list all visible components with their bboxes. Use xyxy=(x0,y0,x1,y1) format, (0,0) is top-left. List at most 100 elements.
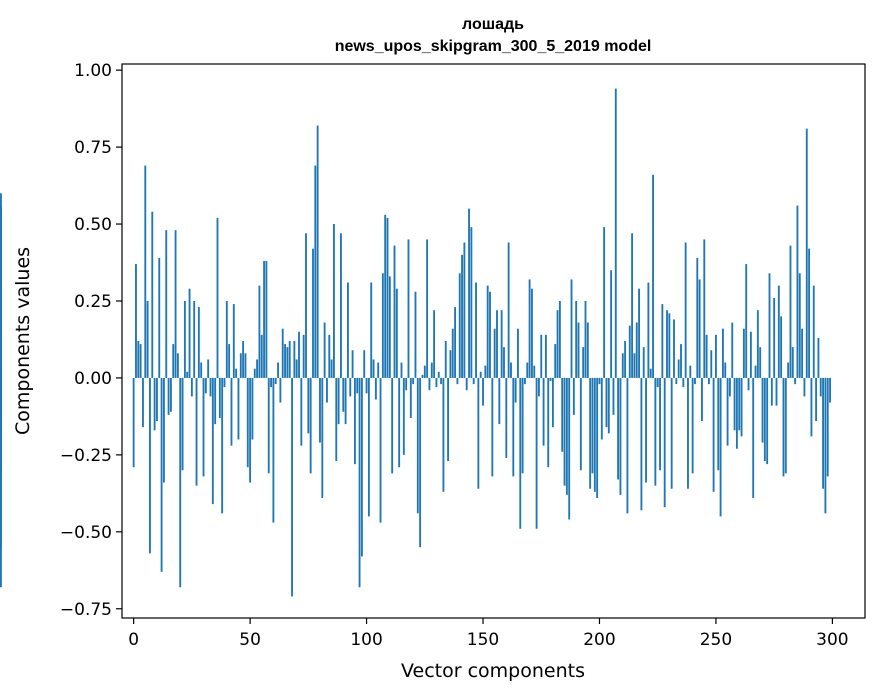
bar-110 xyxy=(388,276,391,378)
bar-136 xyxy=(449,350,452,378)
bar-7 xyxy=(149,377,151,554)
bar-158 xyxy=(500,310,503,378)
bar-119 xyxy=(409,377,412,418)
bar-163 xyxy=(512,377,515,477)
bar-45 xyxy=(237,377,240,440)
bar-127 xyxy=(428,377,431,391)
bar-46 xyxy=(239,353,242,378)
bar-176 xyxy=(542,377,545,446)
bar-86 xyxy=(333,224,335,378)
bar-1 xyxy=(135,264,137,378)
bar-0 xyxy=(132,377,135,468)
bar-undefined xyxy=(0,205,2,378)
bar-137 xyxy=(451,328,454,378)
bar-274 xyxy=(770,377,773,406)
bar-102 xyxy=(370,282,373,378)
bar-94 xyxy=(351,350,354,378)
bar-125 xyxy=(423,365,426,378)
bar-273 xyxy=(768,273,771,378)
bar-249 xyxy=(712,377,715,492)
bar-36 xyxy=(216,217,219,378)
bar-260 xyxy=(738,377,741,431)
bar-30 xyxy=(202,377,205,477)
y-tick-label: −0.75 xyxy=(60,600,112,620)
bar-72 xyxy=(300,377,303,446)
bar-44 xyxy=(235,368,238,378)
bar-259 xyxy=(735,377,738,449)
bar-20 xyxy=(179,377,182,588)
bar-84 xyxy=(328,334,331,378)
bar-53 xyxy=(256,359,259,378)
bar-26 xyxy=(193,300,196,378)
bar-27 xyxy=(195,377,198,486)
bar-257 xyxy=(731,322,734,378)
bar-80 xyxy=(319,377,321,443)
bar-66 xyxy=(286,347,289,378)
bar-219 xyxy=(642,347,645,378)
bar-268 xyxy=(756,310,759,378)
bar-233 xyxy=(675,377,678,385)
bar-216 xyxy=(635,322,638,378)
bar-21 xyxy=(181,377,184,471)
bar-133 xyxy=(442,377,445,492)
bar-4 xyxy=(142,377,144,428)
bar-293 xyxy=(815,377,818,422)
bar-266 xyxy=(752,377,755,498)
chart-subtitle: news_upos_skipgram_300_5_2019 model xyxy=(335,38,652,55)
chart-title: лошадь xyxy=(462,16,524,33)
bar-82 xyxy=(323,322,326,378)
bar-202 xyxy=(603,227,606,378)
bar-122 xyxy=(416,377,419,514)
bar-262 xyxy=(742,328,745,378)
bar-215 xyxy=(633,353,636,378)
bar-208 xyxy=(617,377,620,480)
bar-230 xyxy=(668,313,671,378)
bar-169 xyxy=(526,362,529,378)
y-tick-label: 0.25 xyxy=(74,292,112,312)
bar-16 xyxy=(169,377,172,412)
bar-88 xyxy=(337,377,340,425)
bar-267 xyxy=(754,365,757,378)
bar-55 xyxy=(260,334,263,378)
bar-296 xyxy=(822,377,824,489)
bar-292 xyxy=(812,285,815,378)
bar-42 xyxy=(230,377,233,446)
bar-83 xyxy=(326,377,328,403)
bar-5 xyxy=(144,165,147,378)
bar-129 xyxy=(433,310,436,378)
bar-254 xyxy=(724,362,727,378)
bar-49 xyxy=(246,377,249,468)
bar-112 xyxy=(393,245,396,378)
bar-265 xyxy=(749,331,752,378)
bar-37 xyxy=(218,377,221,418)
bar-109 xyxy=(386,217,389,378)
bar-195 xyxy=(586,322,589,378)
bar-242 xyxy=(696,257,699,378)
bar-98 xyxy=(360,377,363,557)
bar-188 xyxy=(570,279,573,378)
bar-217 xyxy=(638,288,640,378)
bar-298 xyxy=(826,377,829,477)
bar-212 xyxy=(626,377,629,514)
bar-205 xyxy=(610,270,613,378)
bar-140 xyxy=(458,273,461,378)
bar-294 xyxy=(817,337,820,378)
x-tick-label: 300 xyxy=(816,630,848,650)
bar-252 xyxy=(719,377,722,517)
bar-85 xyxy=(330,359,333,378)
bar-57 xyxy=(265,260,268,378)
x-axis-label: Vector components xyxy=(401,660,585,682)
bar-272 xyxy=(766,377,769,465)
bar-65 xyxy=(284,344,286,378)
bar-289 xyxy=(805,128,808,378)
bar-161 xyxy=(507,242,510,378)
bar-9 xyxy=(153,377,156,431)
bar-251 xyxy=(717,377,720,471)
bar-32 xyxy=(207,359,210,378)
bar-189 xyxy=(572,377,575,415)
bar-132 xyxy=(440,377,443,385)
bar-13 xyxy=(162,377,165,483)
bar-93 xyxy=(349,377,352,397)
bar-39 xyxy=(223,377,226,388)
bar-170 xyxy=(528,279,531,378)
